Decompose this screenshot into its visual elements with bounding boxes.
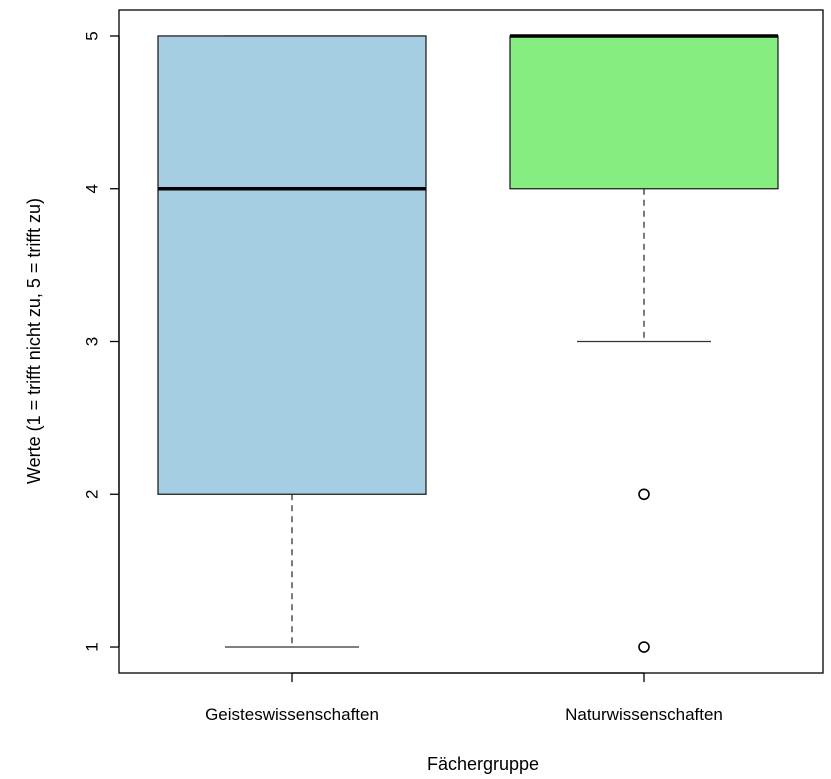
box-group-2 xyxy=(509,34,779,653)
outlier-point xyxy=(638,488,650,501)
y-tick-label: 3 xyxy=(83,337,102,346)
x-axis: Geisteswissenschaften Naturwissenschaften xyxy=(205,672,723,724)
outlier-point xyxy=(638,641,650,653)
x-axis-title: Fächergruppe xyxy=(427,754,539,774)
box-iqr xyxy=(157,35,427,495)
y-tick-label: 2 xyxy=(83,490,102,499)
x-tick-label: Geisteswissenschaften xyxy=(205,705,379,724)
boxes-layer xyxy=(157,34,779,653)
x-tick-label: Naturwissenschaften xyxy=(565,705,723,724)
box-iqr xyxy=(509,35,779,190)
y-tick-label: 5 xyxy=(83,31,102,40)
y-tick-label: 1 xyxy=(83,642,102,651)
y-axis-title: Werte (1 = trifft nicht zu, 5 = trifft z… xyxy=(24,198,44,484)
y-axis: 1 2 3 4 5 xyxy=(83,31,120,652)
y-tick-label: 4 xyxy=(83,184,102,193)
box-group-1 xyxy=(157,35,427,648)
